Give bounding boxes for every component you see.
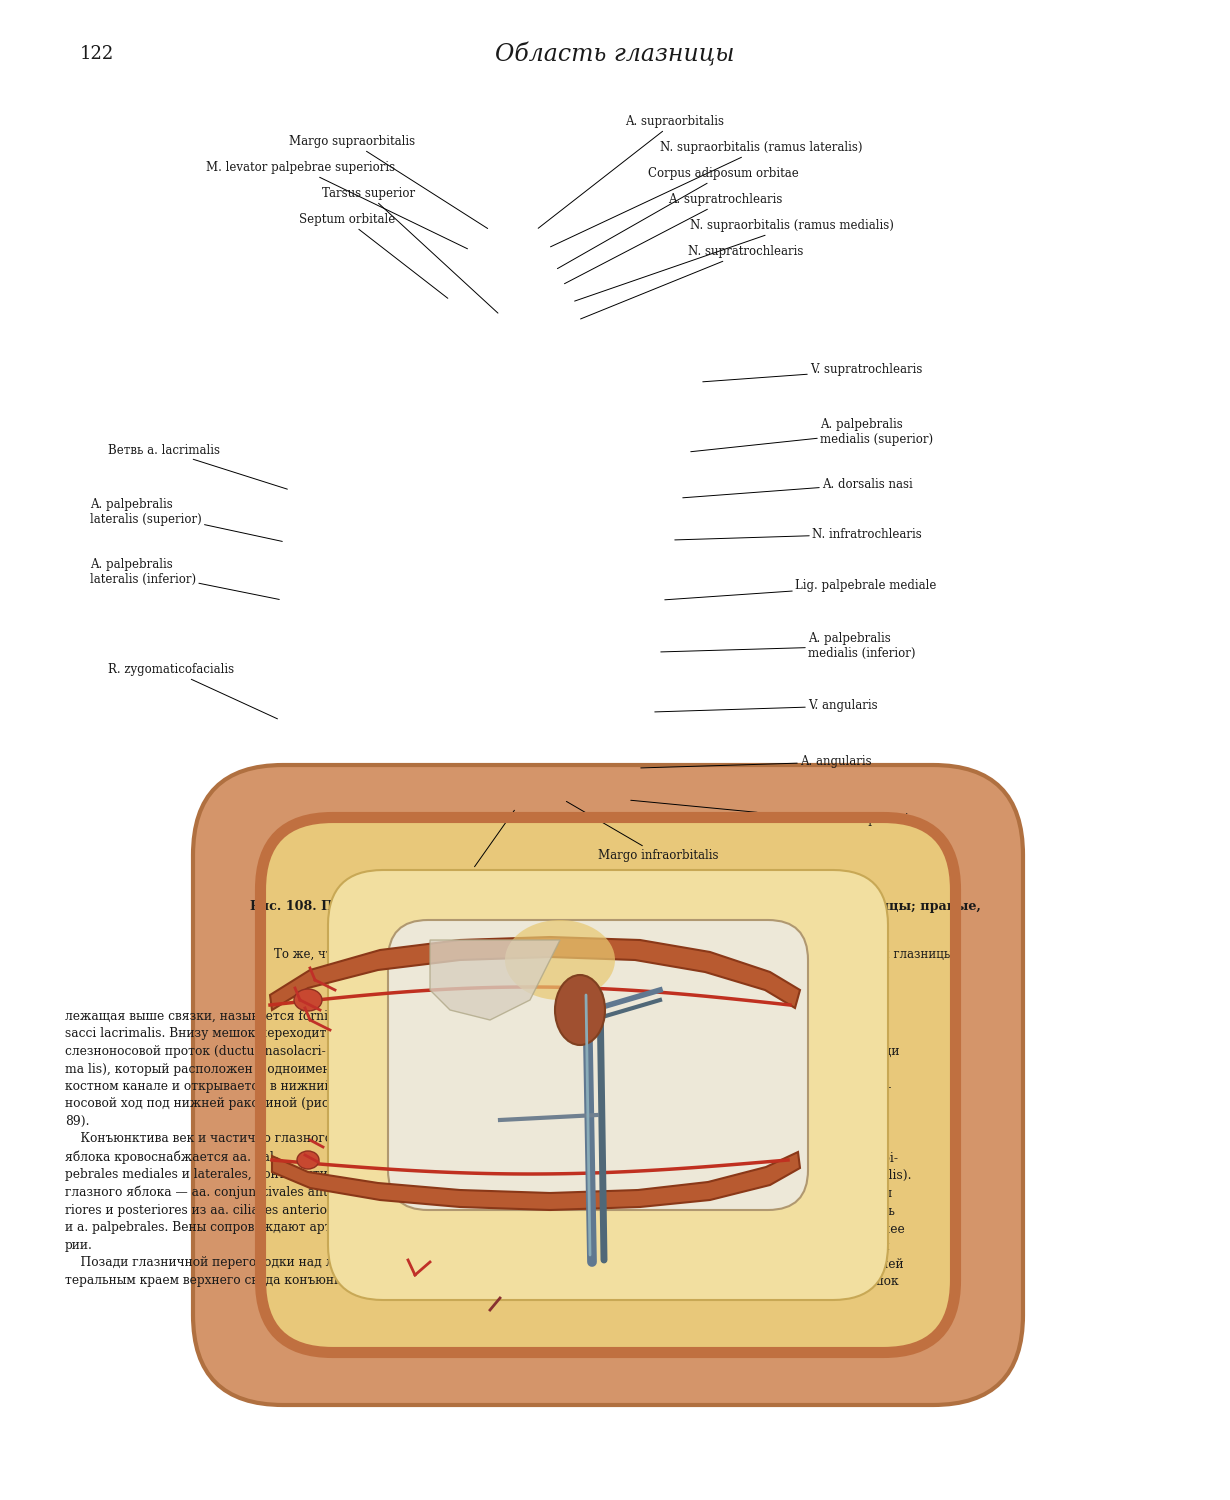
Ellipse shape — [467, 825, 788, 1084]
Text: N. infratrochlearis: N. infratrochlearis — [675, 528, 921, 540]
Text: N. supraorbitalis (ramus lateralis): N. supraorbitalis (ramus lateralis) — [551, 141, 862, 248]
Text: V. angularis: V. angularis — [654, 699, 878, 712]
Polygon shape — [271, 938, 800, 1010]
Text: R. zygomaticofacialis: R. zygomaticofacialis — [108, 663, 278, 718]
Text: A. palpebralis
medialis (superior): A. palpebralis medialis (superior) — [691, 419, 934, 452]
Text: M. levator palpebrae superioris: M. levator palpebrae superioris — [205, 162, 467, 249]
FancyBboxPatch shape — [263, 821, 953, 1350]
Text: V. supratrochlearis: V. supratrochlearis — [702, 363, 922, 382]
Text: То же, что на рис. 107. Кроме того, удалены сосуды и нервы и медиальная половина: То же, что на рис. 107. Кроме того, удал… — [273, 948, 957, 962]
Text: A. supratrochlearis: A. supratrochlearis — [565, 194, 782, 284]
Text: Margo infraorbitalis: Margo infraorbitalis — [566, 801, 718, 861]
Text: Ветвь a. lacrimalis: Ветвь a. lacrimalis — [108, 444, 288, 489]
Text: Область глазницы: Область глазницы — [496, 42, 734, 66]
Text: N. supratrochlearis: N. supratrochlearis — [581, 246, 803, 320]
Text: Septum orbitale: Septum orbitale — [299, 213, 448, 298]
Polygon shape — [430, 940, 560, 1020]
Text: Tarsus inferior: Tarsus inferior — [424, 810, 514, 882]
FancyBboxPatch shape — [193, 765, 1023, 1406]
Text: A. palpebralis
lateralis (superior): A. palpebralis lateralis (superior) — [90, 498, 283, 542]
Text: M. levator labii superioris: M. levator labii superioris — [631, 801, 915, 826]
Text: тивы в fossa glandulae lacrimalis лобной
кости располагается слезная железа
(gla: тивы в fossa glandulae lacrimalis лобной… — [625, 1010, 911, 1288]
Text: A. palpebralis
medialis (inferior): A. palpebralis medialis (inferior) — [661, 632, 915, 660]
Text: A. palpebralis
lateralis (inferior): A. palpebralis lateralis (inferior) — [90, 558, 279, 600]
FancyBboxPatch shape — [387, 920, 808, 1210]
Text: A. angularis: A. angularis — [641, 756, 872, 768]
Ellipse shape — [294, 988, 322, 1011]
Text: 122: 122 — [80, 45, 114, 63]
Polygon shape — [272, 1152, 800, 1210]
Ellipse shape — [506, 920, 615, 1001]
Text: лежащая выше связки, называется fornix
sacci lacrimalis. Внизу мешок переходит в: лежащая выше связки, называется fornix s… — [65, 1010, 355, 1287]
Text: Margo supraorbitalis: Margo supraorbitalis — [289, 135, 487, 228]
Text: Corpus adiposum orbitae: Corpus adiposum orbitae — [557, 168, 798, 268]
Text: Tarsus superior: Tarsus superior — [322, 188, 498, 314]
Text: A. supraorbitalis: A. supraorbitalis — [539, 116, 724, 228]
Ellipse shape — [555, 975, 605, 1046]
FancyBboxPatch shape — [328, 870, 888, 1300]
Text: N. supraorbitalis (ramus medialis): N. supraorbitalis (ramus medialis) — [574, 219, 894, 302]
Text: Lig. palpebrale mediale: Lig. palpebrale mediale — [664, 579, 936, 600]
Ellipse shape — [296, 1150, 319, 1168]
Text: A. dorsalis nasi: A. dorsalis nasi — [683, 477, 913, 498]
Text: Рис. 108. Перегородка глазницы, хрящи век, сосуды и нервы, выходящие из глазницы: Рис. 108. Перегородка глазницы, хрящи ве… — [250, 900, 980, 928]
